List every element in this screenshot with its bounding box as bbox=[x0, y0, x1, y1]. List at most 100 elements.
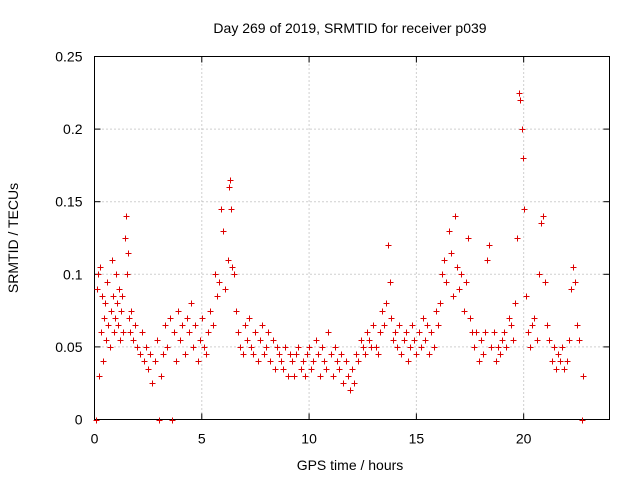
data-point bbox=[182, 351, 189, 358]
data-point bbox=[531, 315, 538, 322]
data-point bbox=[250, 351, 257, 358]
y-tick-label: 0 bbox=[75, 412, 83, 428]
data-point bbox=[439, 271, 446, 278]
data-point bbox=[424, 322, 431, 329]
data-point bbox=[132, 322, 139, 329]
data-point bbox=[108, 308, 115, 315]
data-point bbox=[564, 358, 571, 365]
data-point bbox=[486, 242, 493, 249]
data-point bbox=[229, 264, 236, 271]
data-point bbox=[205, 329, 212, 336]
data-point bbox=[448, 250, 455, 257]
data-point bbox=[313, 337, 320, 344]
data-point bbox=[190, 344, 197, 351]
data-point bbox=[282, 344, 289, 351]
data-point bbox=[413, 351, 420, 358]
data-point bbox=[480, 351, 487, 358]
y-tick-label: 0.05 bbox=[55, 339, 82, 355]
data-point bbox=[499, 337, 506, 344]
data-point bbox=[510, 337, 517, 344]
data-point bbox=[179, 322, 186, 329]
data-point bbox=[392, 329, 399, 336]
data-point bbox=[512, 300, 519, 307]
data-point bbox=[270, 337, 277, 344]
data-point bbox=[115, 322, 122, 329]
data-point bbox=[210, 322, 217, 329]
data-point bbox=[99, 293, 106, 300]
y-tick-label: 0.1 bbox=[63, 266, 83, 282]
data-point bbox=[199, 315, 206, 322]
data-point bbox=[95, 271, 102, 278]
data-point bbox=[574, 322, 581, 329]
data-point bbox=[381, 322, 388, 329]
data-point bbox=[304, 351, 311, 358]
data-point bbox=[105, 322, 112, 329]
data-point bbox=[345, 373, 352, 380]
data-point bbox=[127, 329, 134, 336]
data-point bbox=[431, 344, 438, 351]
data-point bbox=[561, 366, 568, 373]
data-point bbox=[267, 358, 274, 365]
data-point bbox=[355, 358, 362, 365]
x-tick-label: 20 bbox=[516, 431, 532, 447]
data-point bbox=[147, 351, 154, 358]
data-point bbox=[188, 300, 195, 307]
data-point bbox=[259, 322, 266, 329]
data-point bbox=[467, 315, 474, 322]
data-point bbox=[116, 286, 123, 293]
data-point bbox=[287, 351, 294, 358]
data-point bbox=[379, 308, 386, 315]
data-point bbox=[362, 351, 369, 358]
data-point bbox=[113, 271, 120, 278]
data-point bbox=[473, 329, 480, 336]
data-point bbox=[495, 344, 502, 351]
data-point bbox=[553, 366, 560, 373]
data-point bbox=[506, 315, 513, 322]
data-point bbox=[97, 264, 104, 271]
data-point bbox=[237, 344, 244, 351]
data-point bbox=[394, 344, 401, 351]
data-point bbox=[276, 351, 283, 358]
data-point bbox=[201, 344, 208, 351]
data-point bbox=[233, 308, 240, 315]
data-point bbox=[559, 344, 566, 351]
data-points bbox=[93, 90, 587, 424]
data-point bbox=[420, 315, 427, 322]
data-point bbox=[542, 279, 549, 286]
data-point bbox=[458, 271, 465, 278]
data-point bbox=[212, 271, 219, 278]
data-point bbox=[370, 322, 377, 329]
data-point bbox=[220, 228, 227, 235]
data-point bbox=[102, 300, 109, 307]
data-point bbox=[566, 337, 573, 344]
data-point bbox=[130, 337, 137, 344]
data-point bbox=[401, 337, 408, 344]
data-point bbox=[139, 329, 146, 336]
data-point bbox=[317, 373, 324, 380]
data-point bbox=[111, 329, 118, 336]
data-point bbox=[225, 257, 232, 264]
data-point bbox=[437, 300, 444, 307]
data-point bbox=[315, 351, 322, 358]
data-point bbox=[197, 337, 204, 344]
data-point bbox=[110, 293, 117, 300]
data-point bbox=[390, 337, 397, 344]
data-point bbox=[527, 344, 534, 351]
chart-title: Day 269 of 2019, SRMTID for receiver p03… bbox=[213, 20, 486, 36]
data-point bbox=[93, 417, 100, 424]
data-point bbox=[186, 329, 193, 336]
x-tick-label: 5 bbox=[198, 431, 206, 447]
data-point bbox=[128, 308, 135, 315]
data-point bbox=[328, 351, 335, 358]
data-point bbox=[291, 373, 298, 380]
data-point bbox=[546, 337, 553, 344]
data-point bbox=[388, 315, 395, 322]
data-point bbox=[101, 315, 108, 322]
data-point bbox=[103, 337, 110, 344]
data-point bbox=[255, 358, 262, 365]
data-point bbox=[373, 344, 380, 351]
data-point bbox=[454, 264, 461, 271]
data-point bbox=[570, 264, 577, 271]
data-point bbox=[240, 351, 247, 358]
data-point bbox=[192, 322, 199, 329]
